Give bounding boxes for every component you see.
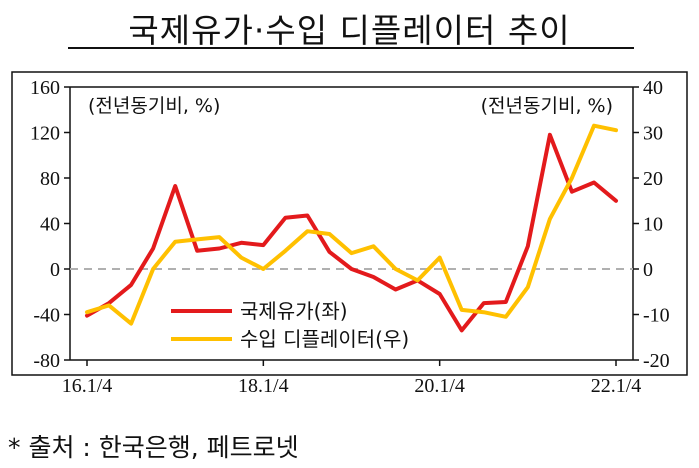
- right-tick-label: -20: [643, 350, 670, 372]
- left-tick-label: 120: [30, 123, 60, 145]
- x-axis-ticks: 16.1/4 18.1/4 20.1/4 22.1/4: [62, 360, 642, 397]
- import-deflator-line: [85, 123, 618, 326]
- right-tick-label: 10: [643, 214, 663, 236]
- legend-label-import-deflator: 수입 디플레이터(우): [240, 327, 409, 351]
- left-tick-label: 0: [50, 259, 60, 281]
- chart-title: 국제유가·수입 디플레이터 추이: [128, 11, 571, 50]
- right-tick-label: -10: [643, 305, 670, 327]
- line-chart: -80 -40 0 40 80 120 160 -20 -10 0 10 20 30 40 16.1/4…: [11, 71, 688, 397]
- left-axis-unit: (전년동기비, %): [88, 95, 220, 117]
- right-tick-label: 20: [643, 168, 663, 190]
- right-axis-ticks: -20 -10 0 10 20 30 40: [633, 77, 670, 372]
- title-underline: [68, 47, 634, 49]
- x-tick-label: 16.1/4: [62, 375, 113, 397]
- right-tick-label: 30: [643, 123, 663, 145]
- left-tick-label: 40: [40, 214, 60, 236]
- x-tick-label: 18.1/4: [238, 375, 289, 397]
- left-axis-ticks: -80 -40 0 40 80 120 160: [30, 77, 70, 372]
- series-lines: [85, 123, 618, 333]
- left-tick-label: -80: [33, 350, 60, 372]
- source-note: * 출처 : 한국은행, 페트로넷: [8, 433, 299, 462]
- legend-label-oil: 국제유가(좌): [240, 299, 348, 323]
- x-tick-label: 20.1/4: [414, 375, 465, 397]
- oil-price-line: [85, 132, 618, 333]
- right-axis-unit: (전년동기비, %): [481, 95, 613, 117]
- right-tick-label: 0: [643, 259, 653, 281]
- x-tick-label: 22.1/4: [591, 375, 642, 397]
- left-tick-label: 80: [40, 168, 60, 190]
- left-tick-label: -40: [33, 305, 60, 327]
- legend: 국제유가(좌) 수입 디플레이터(우): [171, 299, 409, 351]
- right-tick-label: 40: [643, 77, 663, 99]
- left-tick-label: 160: [30, 77, 60, 99]
- chart-frame: [11, 71, 688, 376]
